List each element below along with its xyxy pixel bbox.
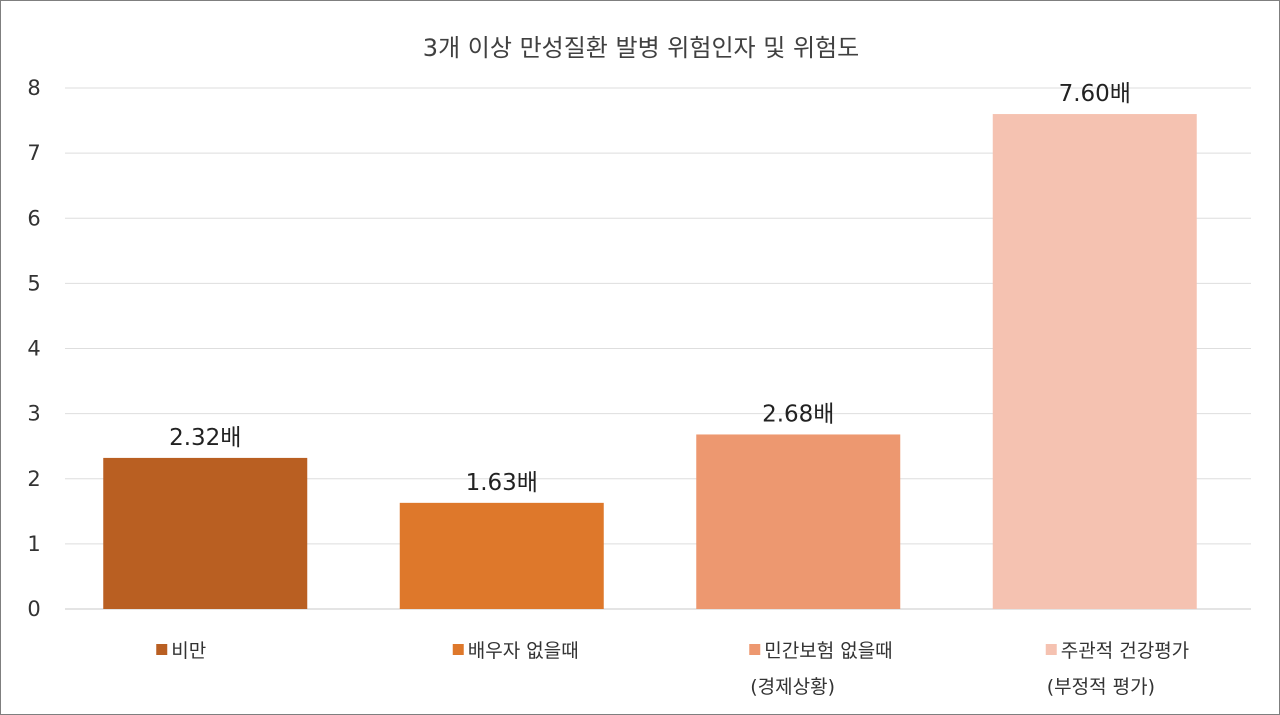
chart-title: 3개 이상 만성질환 발병 위험인자 및 위험도 bbox=[423, 34, 859, 62]
y-tick-label: 7 bbox=[27, 141, 40, 165]
y-tick-label: 6 bbox=[27, 206, 40, 230]
legend-label: 민간보험 없을때 bbox=[764, 640, 892, 662]
y-axis: 0 1 2 3 4 5 6 7 8 bbox=[27, 76, 40, 621]
legend-swatch bbox=[749, 644, 761, 655]
y-tick-label: 3 bbox=[27, 402, 40, 426]
y-tick-label: 5 bbox=[27, 271, 40, 295]
bars bbox=[103, 114, 1197, 610]
bar bbox=[992, 114, 1197, 610]
legend-swatch bbox=[156, 644, 168, 655]
data-label: 2.32배 bbox=[169, 425, 241, 451]
legend-sublabel: (경제상황) bbox=[750, 676, 835, 698]
y-tick-label: 8 bbox=[27, 76, 40, 100]
legend-label: 비만 bbox=[171, 640, 206, 662]
legend: 비만 배우자 없을때 민간보험 없을때 (경제상황) 주관적 건강평가 (부정적 평가) bbox=[156, 640, 1189, 698]
y-tick-label: 1 bbox=[27, 532, 40, 556]
data-label: 1.63배 bbox=[466, 470, 538, 496]
legend-label: 배우자 없을때 bbox=[468, 640, 579, 662]
data-labels: 2.32배 1.63배 2.68배 7.60배 bbox=[169, 81, 1131, 496]
y-tick-label: 4 bbox=[27, 337, 40, 361]
y-tick-label: 0 bbox=[27, 597, 40, 621]
bar bbox=[399, 502, 604, 609]
data-label: 7.60배 bbox=[1059, 81, 1131, 107]
data-label: 2.68배 bbox=[762, 401, 834, 427]
legend-label: 주관적 건강평가 bbox=[1061, 640, 1189, 662]
legend-swatch bbox=[1045, 644, 1057, 655]
bar bbox=[696, 434, 901, 609]
legend-swatch bbox=[452, 644, 464, 655]
y-tick-label: 2 bbox=[27, 467, 40, 491]
legend-sublabel: (부정적 평가) bbox=[1047, 676, 1155, 698]
bar bbox=[103, 457, 308, 609]
